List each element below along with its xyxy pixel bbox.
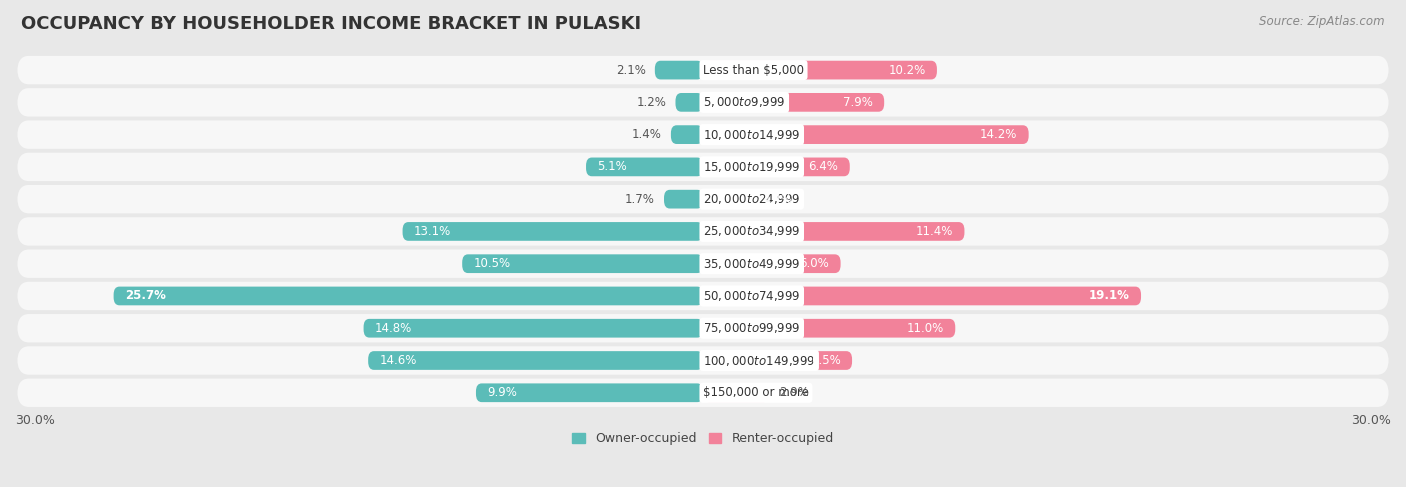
FancyBboxPatch shape	[703, 61, 936, 79]
FancyBboxPatch shape	[17, 185, 1389, 213]
Text: $20,000 to $24,999: $20,000 to $24,999	[703, 192, 800, 206]
FancyBboxPatch shape	[703, 254, 841, 273]
Text: 9.9%: 9.9%	[488, 386, 517, 399]
FancyBboxPatch shape	[364, 319, 703, 337]
Text: $10,000 to $14,999: $10,000 to $14,999	[703, 128, 800, 142]
Text: $15,000 to $19,999: $15,000 to $19,999	[703, 160, 800, 174]
FancyBboxPatch shape	[17, 249, 1389, 278]
FancyBboxPatch shape	[17, 346, 1389, 375]
Text: 19.1%: 19.1%	[1088, 289, 1129, 302]
Text: 1.7%: 1.7%	[624, 193, 655, 206]
Text: 13.1%: 13.1%	[413, 225, 451, 238]
FancyBboxPatch shape	[17, 378, 1389, 407]
FancyBboxPatch shape	[675, 93, 703, 112]
FancyBboxPatch shape	[402, 222, 703, 241]
FancyBboxPatch shape	[463, 254, 703, 273]
FancyBboxPatch shape	[671, 125, 703, 144]
FancyBboxPatch shape	[586, 157, 703, 176]
FancyBboxPatch shape	[17, 153, 1389, 181]
Text: 1.2%: 1.2%	[637, 96, 666, 109]
FancyBboxPatch shape	[703, 351, 852, 370]
Text: OCCUPANCY BY HOUSEHOLDER INCOME BRACKET IN PULASKI: OCCUPANCY BY HOUSEHOLDER INCOME BRACKET …	[21, 15, 641, 33]
Text: 1.4%: 1.4%	[631, 128, 662, 141]
FancyBboxPatch shape	[17, 282, 1389, 310]
FancyBboxPatch shape	[17, 56, 1389, 84]
Text: 10.2%: 10.2%	[889, 64, 925, 76]
Text: Less than $5,000: Less than $5,000	[703, 64, 804, 76]
Text: 6.4%: 6.4%	[808, 160, 838, 173]
FancyBboxPatch shape	[17, 120, 1389, 149]
Text: 2.1%: 2.1%	[616, 64, 645, 76]
FancyBboxPatch shape	[477, 383, 703, 402]
Text: 6.0%: 6.0%	[800, 257, 830, 270]
Text: 11.0%: 11.0%	[907, 322, 943, 335]
Text: 4.4%: 4.4%	[762, 193, 793, 206]
Text: $50,000 to $74,999: $50,000 to $74,999	[703, 289, 800, 303]
Text: 6.5%: 6.5%	[811, 354, 841, 367]
Text: 14.2%: 14.2%	[980, 128, 1017, 141]
FancyBboxPatch shape	[664, 190, 703, 208]
FancyBboxPatch shape	[703, 383, 769, 402]
Text: Source: ZipAtlas.com: Source: ZipAtlas.com	[1260, 15, 1385, 28]
FancyBboxPatch shape	[703, 190, 804, 208]
Text: 7.9%: 7.9%	[842, 96, 873, 109]
FancyBboxPatch shape	[703, 222, 965, 241]
Text: $150,000 or more: $150,000 or more	[703, 386, 808, 399]
Text: 2.9%: 2.9%	[779, 386, 808, 399]
Text: 14.8%: 14.8%	[375, 322, 412, 335]
FancyBboxPatch shape	[114, 287, 703, 305]
Text: $25,000 to $34,999: $25,000 to $34,999	[703, 225, 800, 239]
Text: 5.1%: 5.1%	[598, 160, 627, 173]
Text: $75,000 to $99,999: $75,000 to $99,999	[703, 321, 800, 335]
FancyBboxPatch shape	[703, 125, 1029, 144]
Text: $5,000 to $9,999: $5,000 to $9,999	[703, 95, 786, 110]
FancyBboxPatch shape	[17, 88, 1389, 116]
FancyBboxPatch shape	[703, 93, 884, 112]
FancyBboxPatch shape	[368, 351, 703, 370]
FancyBboxPatch shape	[703, 157, 849, 176]
Text: 30.0%: 30.0%	[1351, 414, 1391, 427]
FancyBboxPatch shape	[17, 314, 1389, 342]
FancyBboxPatch shape	[703, 319, 955, 337]
Text: 10.5%: 10.5%	[474, 257, 510, 270]
FancyBboxPatch shape	[655, 61, 703, 79]
Text: 11.4%: 11.4%	[915, 225, 953, 238]
FancyBboxPatch shape	[703, 287, 1142, 305]
Text: 25.7%: 25.7%	[125, 289, 166, 302]
Legend: Owner-occupied, Renter-occupied: Owner-occupied, Renter-occupied	[572, 432, 834, 445]
FancyBboxPatch shape	[17, 217, 1389, 245]
Text: 30.0%: 30.0%	[15, 414, 55, 427]
Text: $100,000 to $149,999: $100,000 to $149,999	[703, 354, 815, 368]
Text: 14.6%: 14.6%	[380, 354, 418, 367]
Text: $35,000 to $49,999: $35,000 to $49,999	[703, 257, 800, 271]
